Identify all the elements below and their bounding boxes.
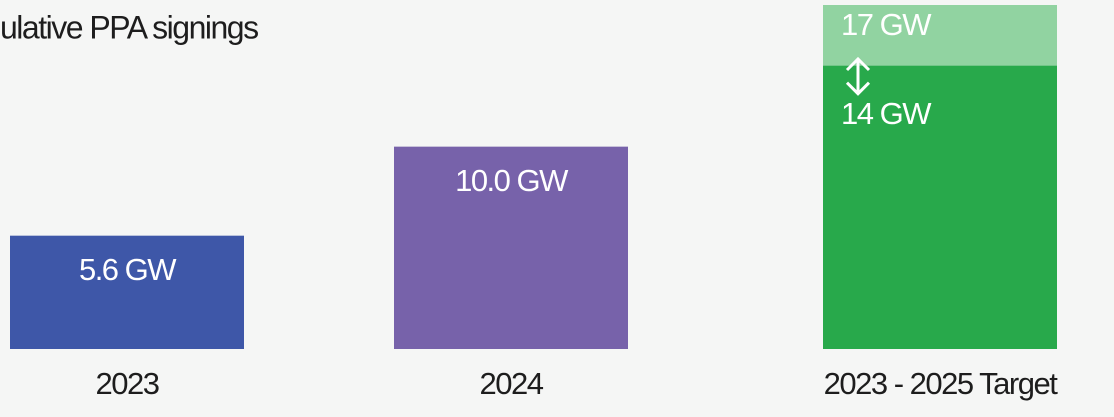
- x-tick-label: 2023: [96, 366, 159, 401]
- chart-title: ulative PPA signings: [0, 9, 258, 45]
- bar: [10, 235, 244, 349]
- bar: [394, 146, 628, 349]
- bar: [823, 65, 1057, 350]
- value-label: 14 GW: [841, 96, 932, 131]
- range-arrow: [845, 56, 871, 96]
- x-tick-label: 2024: [480, 366, 544, 401]
- value-label: 5.6 GW: [79, 252, 177, 287]
- value-label: 10.0 GW: [455, 163, 569, 198]
- range-label: 17 GW: [841, 7, 932, 42]
- x-tick-label: 2023 - 2025 Target: [824, 366, 1059, 401]
